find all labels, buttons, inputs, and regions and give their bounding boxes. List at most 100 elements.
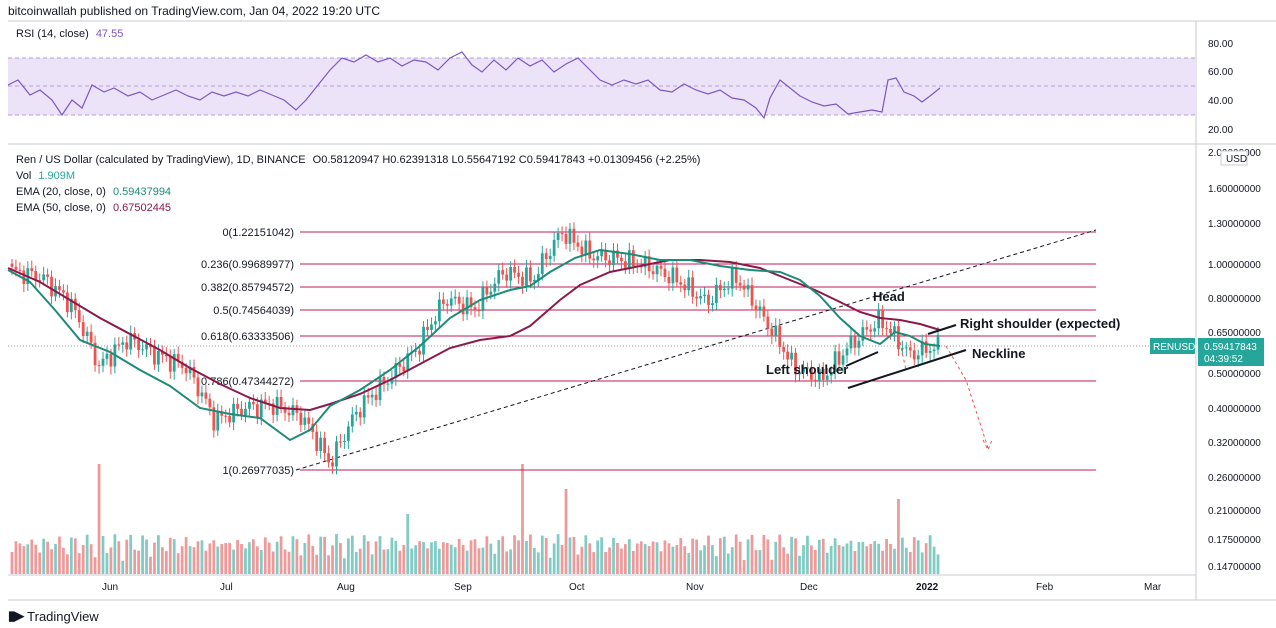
volume-bar bbox=[481, 547, 485, 574]
candle-body bbox=[889, 328, 892, 334]
candle-body bbox=[722, 288, 726, 291]
candle-body bbox=[624, 261, 627, 268]
candle-body bbox=[129, 333, 133, 350]
ema50-legend[interactable]: EMA (50, close, 0) 0.67502445 bbox=[16, 202, 171, 214]
candle-body bbox=[920, 341, 924, 356]
candle-body bbox=[121, 342, 125, 345]
volume-bar bbox=[707, 535, 710, 574]
volume-bar bbox=[394, 540, 398, 574]
volume-bar bbox=[509, 549, 512, 574]
candle-body bbox=[117, 344, 121, 346]
candle-body bbox=[576, 242, 580, 247]
volume-bar bbox=[596, 540, 600, 574]
volume-bar bbox=[742, 560, 746, 574]
volume-bar bbox=[303, 542, 307, 574]
candle-body bbox=[568, 228, 572, 244]
volume-bar bbox=[350, 535, 354, 574]
volume-bar bbox=[382, 549, 386, 574]
candle-body bbox=[275, 396, 279, 415]
candle-body bbox=[608, 260, 611, 266]
candle-body bbox=[461, 303, 465, 315]
volume-bar bbox=[390, 537, 394, 574]
x-tick: Dec bbox=[800, 582, 818, 593]
candle-body bbox=[730, 267, 734, 289]
candle-body bbox=[904, 347, 908, 349]
volume-bar bbox=[568, 537, 572, 574]
candle-body bbox=[232, 403, 235, 423]
volume-bar bbox=[897, 499, 900, 574]
volume-bar bbox=[346, 538, 350, 574]
candle-body bbox=[303, 417, 307, 425]
price-axis[interactable]: 2.00000000 1.60000000 1.30000000 1.00000… bbox=[1208, 148, 1261, 573]
volume-bar bbox=[406, 514, 410, 574]
volume-bar bbox=[489, 543, 493, 574]
volume-bar bbox=[770, 559, 774, 574]
trend-line[interactable] bbox=[295, 229, 1097, 471]
candle-body bbox=[639, 266, 643, 268]
volume-bar bbox=[252, 539, 255, 574]
candle-body bbox=[845, 348, 849, 356]
candle-body bbox=[529, 267, 532, 282]
volume-bar bbox=[255, 546, 259, 574]
volume-bar bbox=[374, 541, 378, 574]
volume-bar bbox=[505, 551, 509, 574]
volume-bar bbox=[576, 554, 580, 574]
symbol-tag-countdown: 04:39:52 bbox=[1204, 354, 1243, 365]
rsi-legend[interactable]: RSI (14, close) 47.55 bbox=[16, 28, 123, 40]
candle-body bbox=[877, 309, 881, 329]
ohlc-values: O0.58120947 H0.62391318 L0.55647192 C0.5… bbox=[312, 154, 701, 166]
volume-bar bbox=[69, 537, 73, 574]
ema50-value: 0.67502445 bbox=[112, 202, 172, 214]
volume-bar bbox=[168, 537, 172, 574]
ema20-legend[interactable]: EMA (20, close, 0) 0.59437994 bbox=[16, 186, 171, 198]
volume-bar bbox=[552, 543, 556, 574]
volume-bar bbox=[766, 539, 770, 574]
candle-body bbox=[802, 368, 805, 373]
candle-body bbox=[643, 256, 647, 268]
volume-bar bbox=[362, 535, 366, 574]
candle-body bbox=[252, 401, 255, 405]
candle-body bbox=[651, 271, 655, 275]
volume-bar bbox=[560, 545, 564, 574]
volume-bar bbox=[220, 544, 224, 574]
volume-bar bbox=[366, 541, 370, 574]
candle-body bbox=[786, 351, 790, 360]
candle-body bbox=[734, 267, 738, 283]
volume-bar bbox=[762, 534, 766, 574]
annotation-head: Head bbox=[873, 289, 905, 304]
fib-label: 0.236(0.99689977) bbox=[201, 259, 294, 271]
annotation-left-shoulder: Left shoulder bbox=[766, 362, 848, 377]
volume-bar bbox=[881, 550, 884, 574]
candle-body bbox=[766, 316, 770, 329]
candle-body bbox=[821, 368, 825, 380]
symbol-legend[interactable]: Ren / US Dollar (calculated by TradingVi… bbox=[16, 154, 700, 166]
pattern-lines[interactable] bbox=[845, 324, 967, 389]
candle-body bbox=[497, 270, 501, 284]
volume-legend[interactable]: Vol 1.909M bbox=[16, 170, 75, 182]
candle-body bbox=[691, 277, 695, 297]
right-shoulder-marker bbox=[927, 324, 957, 335]
fibonacci-retracement[interactable]: 0(1.22151042) 0.236(0.99689977) 0.382(0.… bbox=[201, 227, 1096, 477]
volume-bar bbox=[928, 535, 932, 574]
candle-body bbox=[746, 285, 750, 290]
volume-bar bbox=[679, 538, 683, 574]
volume-bar bbox=[675, 544, 679, 574]
candle-body bbox=[438, 299, 441, 322]
volume-bar bbox=[556, 534, 560, 574]
candle-body bbox=[418, 350, 421, 355]
time-axis[interactable]: Jun Jul Aug Sep Oct Nov Dec 2022 Feb Mar bbox=[102, 582, 1162, 593]
rsi-tick: 40.00 bbox=[1208, 96, 1233, 107]
candle-body bbox=[453, 296, 457, 299]
candle-body bbox=[184, 367, 188, 374]
candle-body bbox=[378, 376, 382, 400]
candle-body bbox=[346, 426, 350, 441]
volume-bar bbox=[936, 554, 940, 574]
candle-body bbox=[556, 233, 560, 240]
fib-label: 0(1.22151042) bbox=[222, 227, 294, 239]
candle-body bbox=[707, 294, 710, 306]
candle-body bbox=[532, 279, 536, 282]
candle-body bbox=[370, 394, 374, 398]
volume-bar bbox=[738, 541, 742, 574]
candle-body bbox=[683, 284, 687, 291]
